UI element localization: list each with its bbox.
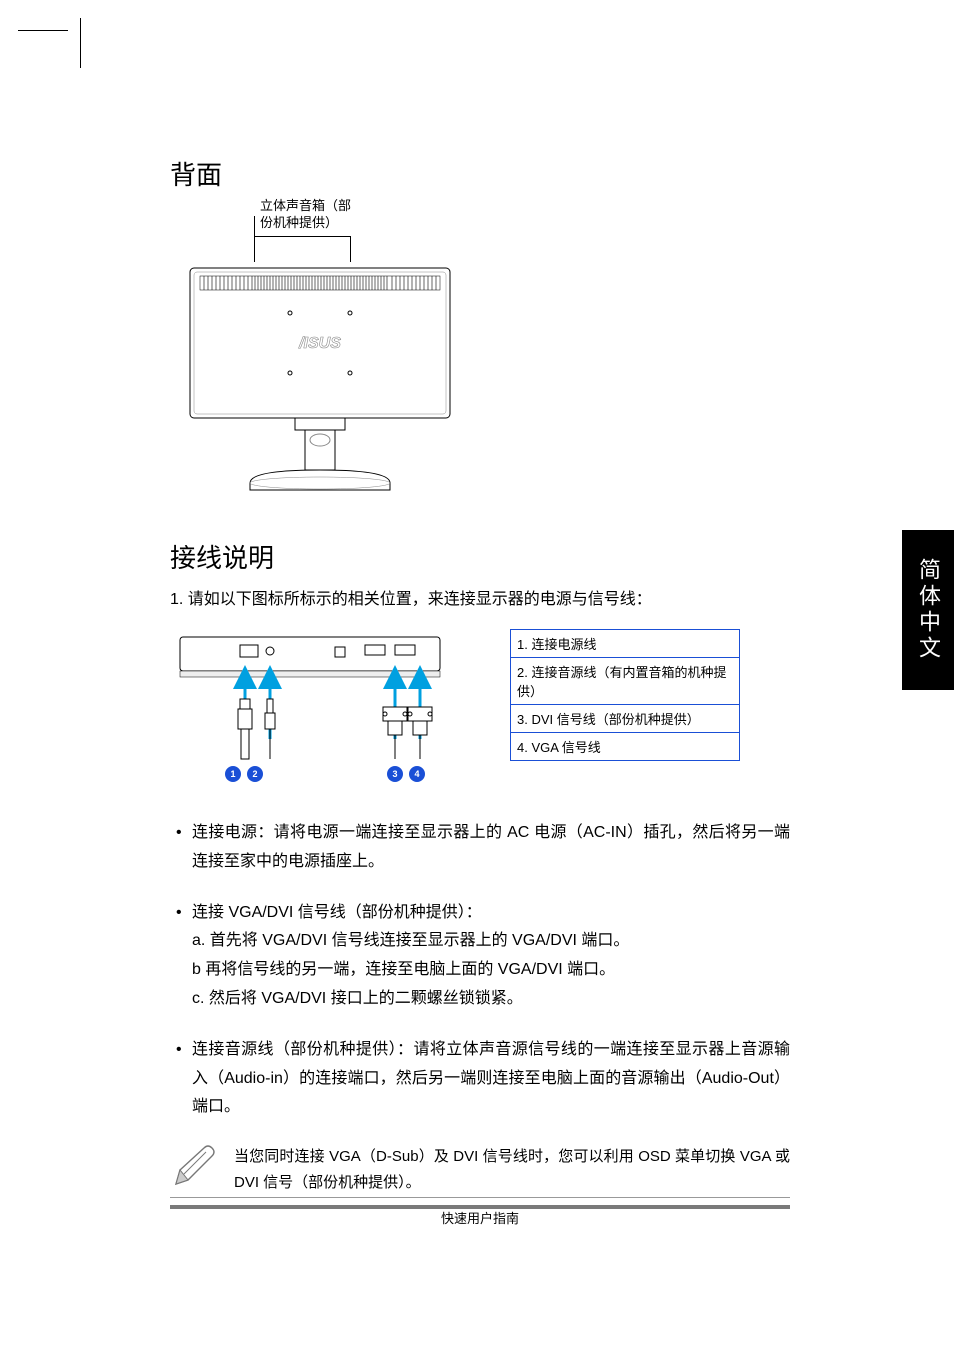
bullet-1-body: 连接电源：请将电源一端连接至显示器上的 AC 电源（AC-IN）插孔，然后将另一… xyxy=(192,819,790,877)
speaker-label-line2: 份机种提供） xyxy=(260,215,338,230)
conn-title: 接线说明 xyxy=(170,538,790,575)
speaker-label-line1: 立体声音箱（部 xyxy=(260,198,351,213)
bullet-list: • 连接电源：请将电源一端连接至显示器上的 AC 电源（AC-IN）插孔，然后将… xyxy=(170,819,790,1122)
pencil-icon xyxy=(170,1144,216,1190)
num-1: 1 xyxy=(230,769,235,779)
conn-row-1: 1. 连接电源线 xyxy=(511,630,739,658)
b2-l0: 连接 VGA/DVI 信号线（部份机种提供）： xyxy=(192,904,482,921)
back-title: 背面 xyxy=(170,155,790,192)
language-tab: 简体中文 xyxy=(902,530,954,690)
num-2: 2 xyxy=(252,769,257,779)
page-content: 背面 立体声音箱（部 份机种提供） /ISU xyxy=(170,155,790,1209)
num-3: 3 xyxy=(392,769,397,779)
b2-l3: c. 然后将 VGA/DVI 接口上的二颗螺丝锁锁紧。 xyxy=(192,990,523,1007)
speaker-label: 立体声音箱（部 份机种提供） xyxy=(260,198,351,232)
monitor-svg: /ISUS xyxy=(180,258,460,498)
svg-text:/ISUS: /ISUS xyxy=(298,335,341,352)
note-text: 当您同时连接 VGA（D-Sub）及 DVI 信号线时，您可以利用 OSD 菜单… xyxy=(234,1144,790,1195)
footer-text: 快速用户指南 xyxy=(441,1211,519,1226)
conn-row: 1 2 3 4 1. 连接电源线 2. 连接音源线（有内置音箱的机种提供） 3.… xyxy=(170,629,790,789)
bullet-dot-icon: • xyxy=(170,899,192,1014)
b2-l1: a. 首先将 VGA/DVI 信号线连接至显示器上的 VGA/DVI 端口。 xyxy=(192,932,629,949)
conn-table: 1. 连接电源线 2. 连接音源线（有内置音箱的机种提供） 3. DVI 信号线… xyxy=(510,629,740,761)
bullet-3: • 连接音源线（部份机种提供）：请将立体声音源信号线的一端连接至显示器上音源输入… xyxy=(170,1036,790,1122)
conn-diagram: 1 2 3 4 xyxy=(170,629,450,789)
bullet-3-body: 连接音源线（部份机种提供）：请将立体声音源信号线的一端连接至显示器上音源输入（A… xyxy=(192,1036,790,1122)
conn-row-4: 4. VGA 信号线 xyxy=(511,733,739,760)
num-4: 4 xyxy=(414,769,419,779)
crop-mark-v xyxy=(80,18,81,68)
conn-row-2: 2. 连接音源线（有内置音箱的机种提供） xyxy=(511,658,739,705)
connection-section: 接线说明 1. 请如以下图标所标示的相关位置，来连接显示器的电源与信号线： xyxy=(170,538,790,1209)
crop-mark-h xyxy=(18,30,68,31)
leader-line xyxy=(254,236,350,237)
footer: 快速用户指南 xyxy=(170,1197,790,1227)
bullet-dot-icon: • xyxy=(170,819,192,877)
bullet-1: • 连接电源：请将电源一端连接至显示器上的 AC 电源（AC-IN）插孔，然后将… xyxy=(170,819,790,877)
conn-step1: 1. 请如以下图标所标示的相关位置，来连接显示器的电源与信号线： xyxy=(170,585,790,609)
conn-row-3: 3. DVI 信号线（部份机种提供） xyxy=(511,705,739,733)
bullet-dot-icon: • xyxy=(170,1036,192,1122)
leader-line xyxy=(254,216,255,262)
b2-l2: b 再将信号线的另一端，连接至电脑上面的 VGA/DVI 端口。 xyxy=(192,961,615,978)
bullet-2-body: 连接 VGA/DVI 信号线（部份机种提供）： a. 首先将 VGA/DVI 信… xyxy=(192,899,790,1014)
monitor-back-diagram: 立体声音箱（部 份机种提供） /ISUS xyxy=(180,198,480,498)
bullet-2: • 连接 VGA/DVI 信号线（部份机种提供）： a. 首先将 VGA/DVI… xyxy=(170,899,790,1014)
